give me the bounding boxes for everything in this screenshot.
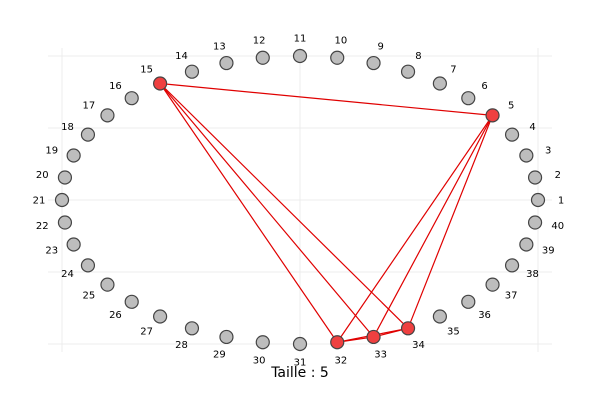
- node-label-25: 25: [82, 291, 95, 302]
- node-36: [461, 294, 476, 309]
- node-12: [255, 50, 270, 65]
- node-8: [400, 64, 416, 79]
- node-label-15: 15: [140, 64, 153, 75]
- node-label-3: 3: [545, 145, 551, 156]
- edge-15-34: [159, 83, 409, 329]
- node-5: [485, 108, 500, 123]
- node-29: [219, 329, 234, 345]
- node-24: [80, 258, 96, 273]
- node-19: [66, 148, 81, 163]
- node-26: [124, 294, 139, 309]
- node-10: [330, 50, 345, 65]
- grid: [48, 48, 552, 352]
- node-label-39: 39: [542, 246, 555, 257]
- node-label-32: 32: [334, 356, 347, 367]
- edge-15-32: [159, 83, 338, 343]
- edge-5-32: [336, 115, 494, 343]
- node-label-40: 40: [551, 221, 564, 232]
- node-label-38: 38: [526, 269, 539, 280]
- node-label-26: 26: [109, 310, 122, 321]
- caption: Taille : 5: [270, 365, 329, 381]
- node-32: [330, 335, 345, 350]
- node-28: [184, 321, 200, 336]
- edge-15-5: [160, 82, 493, 116]
- node-label-19: 19: [45, 145, 58, 156]
- edge-5-33: [373, 115, 494, 338]
- node-label-28: 28: [175, 340, 188, 351]
- node-label-9: 9: [377, 41, 383, 52]
- node-label-36: 36: [478, 310, 491, 321]
- node-label-1: 1: [558, 196, 564, 207]
- node-2: [527, 170, 543, 185]
- node-label-16: 16: [109, 81, 122, 92]
- node-label-14: 14: [175, 51, 188, 62]
- node-21: [54, 192, 70, 208]
- node-label-11: 11: [294, 34, 307, 45]
- node-label-8: 8: [415, 51, 421, 62]
- node-13: [219, 55, 234, 71]
- node-14: [184, 64, 200, 79]
- node-label-35: 35: [447, 327, 460, 338]
- node-22: [57, 215, 73, 230]
- node-9: [366, 55, 381, 71]
- node-31: [292, 336, 308, 352]
- node-30: [255, 335, 270, 350]
- node-label-17: 17: [82, 100, 95, 111]
- node-34: [400, 321, 416, 336]
- node-label-5: 5: [508, 100, 514, 111]
- node-label-18: 18: [61, 122, 74, 133]
- node-label-33: 33: [374, 350, 387, 361]
- edge-5-34: [407, 115, 494, 329]
- node-label-27: 27: [140, 327, 153, 338]
- node-label-23: 23: [45, 246, 58, 257]
- node-17: [100, 108, 115, 123]
- node-35: [432, 309, 447, 324]
- node-label-34: 34: [412, 340, 425, 351]
- node-label-30: 30: [253, 356, 266, 367]
- node-23: [66, 237, 81, 252]
- node-11: [292, 48, 308, 64]
- node-label-6: 6: [481, 81, 487, 92]
- node-25: [100, 277, 115, 292]
- node-label-31: 31: [294, 358, 307, 369]
- node-40: [527, 215, 543, 230]
- node-6: [461, 91, 476, 106]
- node-7: [432, 76, 447, 91]
- node-label-13: 13: [213, 41, 226, 52]
- node-labels: 1234567891011121314151617181920212223242…: [33, 34, 565, 369]
- node-label-24: 24: [61, 269, 74, 280]
- node-label-2: 2: [555, 170, 561, 181]
- node-38: [504, 258, 520, 273]
- node-label-37: 37: [505, 291, 518, 302]
- node-18: [80, 127, 96, 142]
- node-27: [153, 309, 168, 324]
- node-label-20: 20: [36, 170, 49, 181]
- node-37: [485, 277, 500, 292]
- node-33: [366, 329, 381, 345]
- edge-15-33: [159, 83, 375, 338]
- node-39: [519, 237, 534, 252]
- node-label-7: 7: [450, 64, 456, 75]
- node-16: [124, 91, 139, 106]
- node-label-4: 4: [529, 122, 535, 133]
- node-15: [153, 76, 168, 91]
- edges: [159, 82, 494, 343]
- node-4: [504, 127, 520, 142]
- nodes: [54, 48, 546, 352]
- node-label-22: 22: [36, 221, 49, 232]
- node-20: [57, 170, 73, 185]
- node-3: [519, 148, 534, 163]
- node-label-29: 29: [213, 350, 226, 361]
- node-label-21: 21: [33, 196, 46, 207]
- node-label-12: 12: [253, 35, 266, 46]
- node-label-10: 10: [334, 35, 347, 46]
- node-1: [530, 192, 546, 208]
